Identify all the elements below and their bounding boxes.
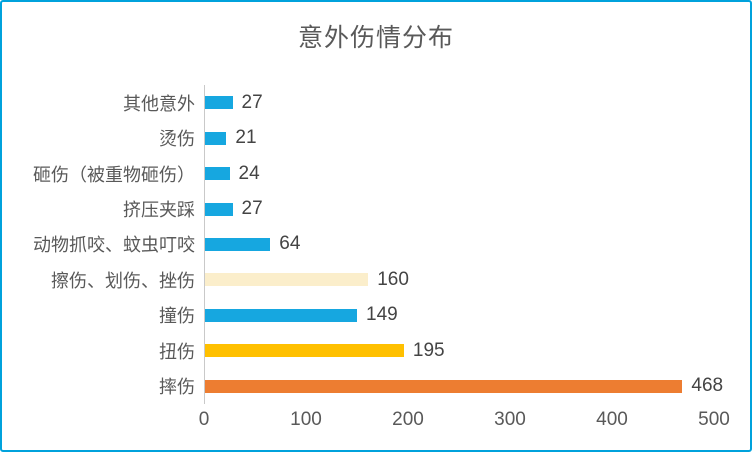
value-label: 27	[241, 198, 263, 220]
bar	[205, 379, 683, 393]
bar	[205, 308, 357, 322]
bar	[205, 273, 369, 287]
value-label: 195	[412, 339, 445, 361]
value-label: 27	[241, 91, 263, 113]
chart-title: 意外伤情分布	[297, 24, 454, 52]
category-label: 摔伤	[159, 377, 195, 398]
x-tick-label: 200	[392, 409, 424, 430]
category-label: 擦伤、划伤、挫伤	[51, 270, 195, 291]
bar	[205, 131, 227, 145]
x-tick-label: 300	[494, 409, 526, 430]
bar-row: 动物抓咬、蚊虫叮咬 64	[33, 227, 715, 262]
value-label: 160	[377, 268, 409, 290]
bar-row: 其他意外 27	[123, 85, 715, 120]
value-label: 64	[279, 233, 301, 255]
category-label: 砸伤（被重物砸伤）	[33, 164, 195, 185]
x-tick-label: 500	[698, 409, 730, 430]
category-label: 扭伤	[159, 341, 195, 362]
bar-row: 摔伤 468	[159, 369, 723, 404]
value-label: 468	[691, 375, 724, 397]
bar-rows: 其他意外 27 烫伤 21 砸伤（被重物砸伤） 24 挤压夹踩 27 动物抓咬、蚊虫叮咬 64 擦伤…	[33, 85, 723, 404]
value-label: 21	[235, 127, 257, 149]
value-label: 149	[366, 304, 398, 326]
bar	[205, 237, 271, 251]
category-label: 撞伤	[159, 306, 195, 327]
x-tick-label: 0	[198, 409, 210, 430]
x-axis: 0 100 200 300 400 500	[199, 409, 730, 435]
bar	[205, 344, 404, 358]
bar-row: 扭伤 195	[159, 333, 715, 368]
bar-row: 挤压夹踩 27	[123, 191, 715, 226]
x-tick-label: 100	[290, 409, 322, 430]
bar	[205, 167, 230, 181]
bar-row: 擦伤、划伤、挫伤 160	[51, 262, 715, 297]
category-label: 动物抓咬、蚊虫叮咬	[33, 235, 195, 256]
bar-row: 烫伤 21	[159, 120, 715, 155]
bar-row: 撞伤 149	[159, 298, 715, 333]
category-label: 挤压夹踩	[123, 200, 195, 221]
plot-area: 其他意外 27 烫伤 21 砸伤（被重物砸伤） 24 挤压夹踩 27 动物抓咬、蚊虫叮咬 64 擦伤…	[33, 85, 723, 404]
bar-row: 砸伤（被重物砸伤） 24	[33, 156, 715, 191]
value-label: 24	[238, 162, 260, 184]
bar	[205, 202, 233, 216]
category-label: 烫伤	[159, 129, 195, 150]
category-label: 其他意外	[123, 93, 195, 114]
x-tick-label: 400	[596, 409, 628, 430]
bar	[205, 96, 233, 110]
